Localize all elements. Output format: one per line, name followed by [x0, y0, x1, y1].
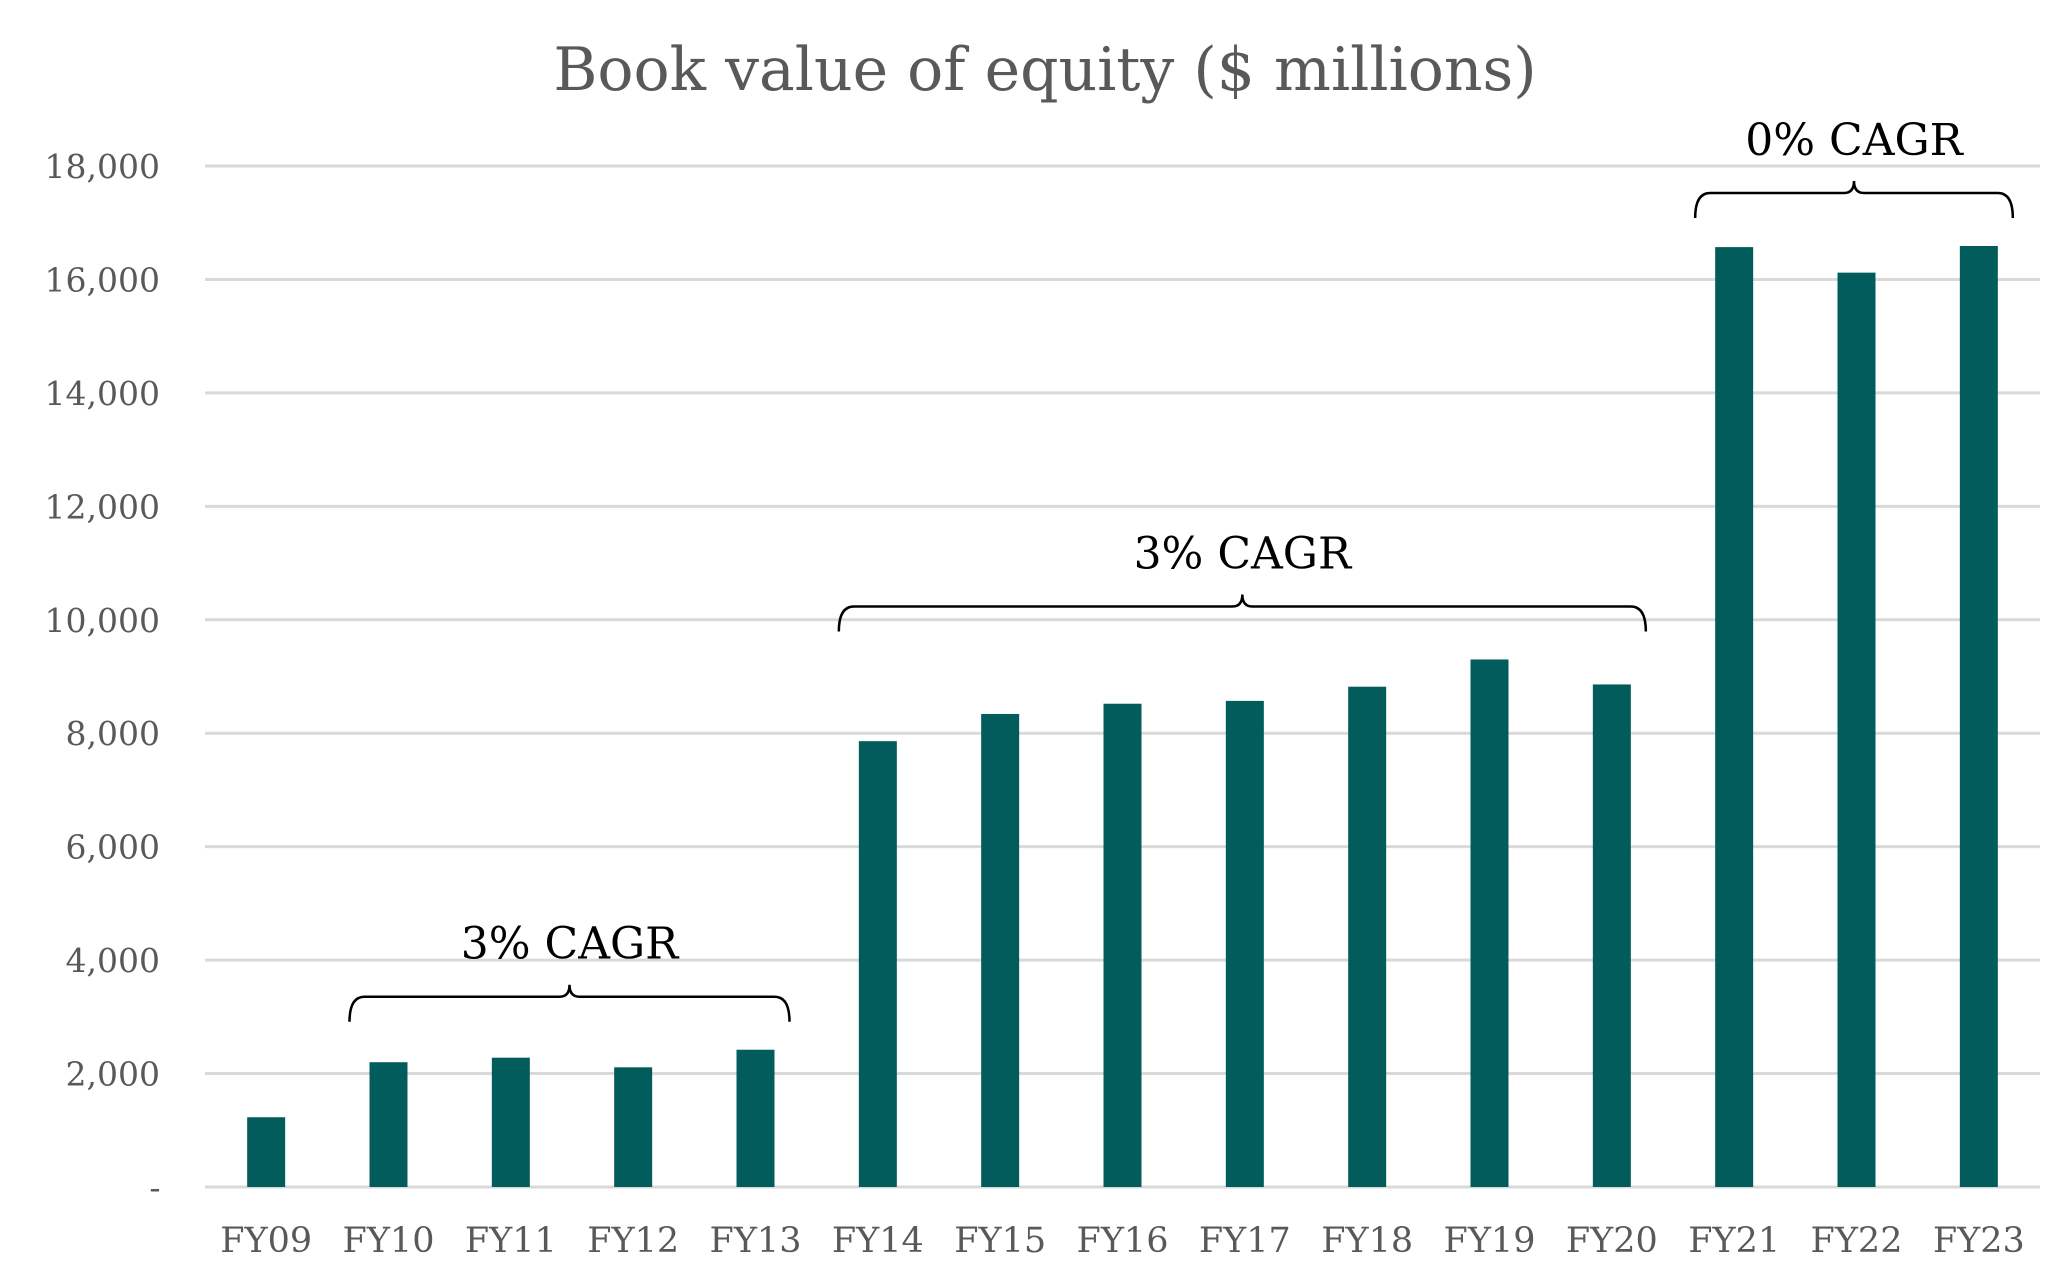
y-tick-label: 4,000 — [66, 941, 160, 980]
bars — [247, 245, 1998, 1187]
y-tick-label: 16,000 — [45, 260, 160, 299]
y-tick-label: 18,000 — [45, 147, 160, 186]
bar-fy14 — [858, 741, 897, 1187]
y-tick-label: 6,000 — [66, 828, 160, 867]
x-axis-ticks: FY09 FY10 FY11 FY12 FY13 FY14 FY15 FY16 FY17 FY18… — [220, 1221, 2025, 1261]
x-tick-label: FY16 — [1077, 1221, 1169, 1261]
bar-fy23 — [1959, 245, 1998, 1187]
cagr-annotations: 3% CAGR 3% CAGR 0% CAGR — [348, 115, 2015, 1022]
bar-fy22 — [1837, 272, 1876, 1187]
bar-fy10 — [369, 1062, 408, 1187]
bar-fy20 — [1592, 684, 1631, 1187]
x-tick-label: FY23 — [1933, 1221, 2025, 1261]
y-tick-label: - — [149, 1168, 160, 1207]
bar-fy15 — [981, 713, 1020, 1187]
bar-fy12 — [614, 1067, 653, 1187]
bar-fy21 — [1715, 247, 1754, 1187]
cagr-brace — [837, 594, 1648, 632]
chart-title: Book value of equity ($ millions) — [553, 35, 1536, 105]
cagr-label: 3% CAGR — [461, 919, 680, 970]
cagr-label: 3% CAGR — [1134, 528, 1353, 579]
bar-fy19 — [1470, 659, 1509, 1187]
x-tick-label: FY12 — [587, 1221, 679, 1261]
y-tick-label: 8,000 — [66, 714, 160, 753]
x-tick-label: FY21 — [1688, 1221, 1780, 1261]
x-tick-label: FY14 — [832, 1221, 924, 1261]
x-tick-label: FY15 — [954, 1221, 1046, 1261]
x-tick-label: FY19 — [1444, 1221, 1536, 1261]
x-tick-label: FY17 — [1199, 1221, 1291, 1261]
x-tick-label: FY22 — [1811, 1221, 1903, 1261]
x-tick-label: FY20 — [1566, 1221, 1658, 1261]
x-tick-label: FY10 — [343, 1221, 435, 1261]
bar-fy18 — [1348, 686, 1387, 1187]
x-tick-label: FY18 — [1321, 1221, 1413, 1261]
y-tick-label: 10,000 — [45, 601, 160, 640]
cagr-brace — [348, 984, 791, 1022]
x-tick-label: FY11 — [465, 1221, 557, 1261]
bar-fy09 — [247, 1117, 286, 1187]
cagr-label: 0% CAGR — [1745, 115, 1964, 166]
bar-fy11 — [491, 1057, 530, 1187]
y-tick-label: 14,000 — [45, 374, 160, 413]
x-tick-label: FY09 — [220, 1221, 312, 1261]
y-tick-label: 12,000 — [45, 487, 160, 526]
cagr-brace — [1693, 180, 2015, 218]
bar-fy16 — [1103, 703, 1142, 1187]
bar-fy13 — [736, 1049, 775, 1187]
y-tick-label: 2,000 — [66, 1055, 160, 1094]
y-axis-ticks: - 2,000 4,000 6,000 8,000 10,000 12,000 14,000 1… — [45, 147, 161, 1207]
bar-fy17 — [1225, 700, 1264, 1187]
x-tick-label: FY13 — [710, 1221, 802, 1261]
